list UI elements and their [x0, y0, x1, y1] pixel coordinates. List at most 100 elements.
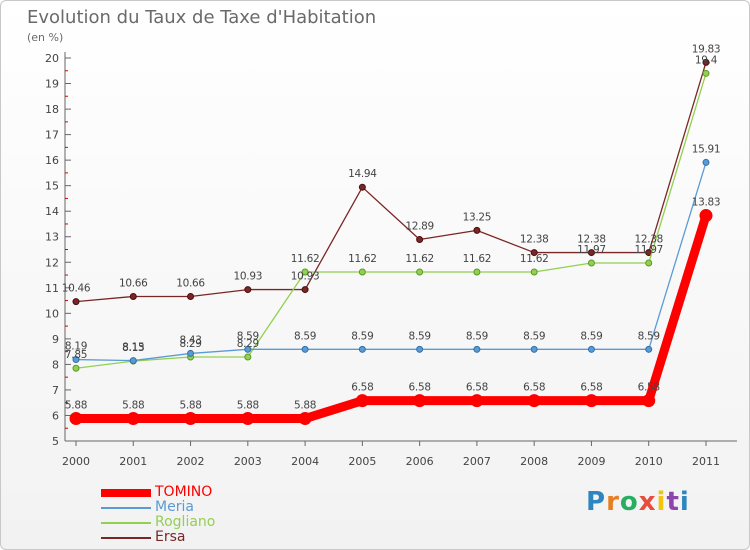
data-point — [244, 353, 252, 361]
x-tick-label: 2009 — [577, 455, 605, 468]
series-line — [75, 162, 707, 362]
y-tick-label: 19 — [45, 78, 59, 91]
data-label: 10.66 — [176, 277, 205, 289]
logo-letter: x — [638, 487, 657, 517]
data-label: 5.88 — [122, 400, 144, 412]
data-point — [530, 268, 538, 276]
data-point — [587, 249, 595, 257]
data-label: 11.62 — [463, 253, 492, 265]
legend-swatch — [101, 488, 151, 497]
data-point — [587, 259, 595, 267]
data-label: 11.97 — [577, 244, 606, 256]
y-tick-label: 17 — [45, 129, 59, 142]
data-point — [416, 268, 424, 276]
data-label: 19.4 — [695, 54, 718, 66]
data-point — [530, 249, 538, 257]
data-point — [72, 356, 80, 364]
data-label: 6.58 — [523, 382, 545, 394]
legend: TOMINO Meria Rogliano Ersa — [101, 485, 301, 545]
data-label: 8.59 — [466, 330, 488, 342]
x-tick-label: 2007 — [463, 455, 491, 468]
data-point — [645, 345, 653, 353]
data-label: 8.29 — [237, 338, 259, 350]
data-label: 10.93 — [234, 271, 263, 283]
chart-title: Evolution du Taux de Taxe d'Habitation — [27, 7, 377, 28]
data-labels: 5.88 5.88 5.88 5.88 5.88 6.58 6.58 6.58 6.58 6.58… — [62, 43, 721, 411]
data-point — [473, 345, 481, 353]
data-point — [241, 412, 255, 426]
data-point — [129, 292, 137, 300]
data-label: 8.19 — [65, 341, 87, 353]
data-label: 8.59 — [580, 330, 602, 342]
data-label: 10.46 — [62, 283, 91, 295]
data-label: 11.62 — [520, 253, 549, 265]
data-label: 8.59 — [351, 330, 373, 342]
y-tick-label: 8 — [52, 358, 59, 371]
x-tick-label: 2000 — [62, 455, 90, 468]
data-point — [244, 345, 252, 353]
y-tick-label: 15 — [45, 180, 59, 193]
data-label: 8.59 — [294, 330, 316, 342]
legend-item-meria: Meria — [101, 500, 301, 515]
x-tick-label: 2005 — [348, 455, 376, 468]
series-ersa — [72, 58, 710, 306]
logo-letter: r — [606, 487, 620, 517]
axes: 5 6 7 8 9 10 11 12 13 14 15 16 17 18 19 20 2000 2001 2002 2… — [45, 52, 737, 468]
chart-unit-label: (en %) — [27, 31, 64, 44]
data-point — [244, 286, 252, 294]
x-tick-label: 2011 — [692, 455, 720, 468]
series-meria — [72, 158, 710, 365]
data-point — [642, 394, 656, 408]
y-tick-label: 16 — [45, 154, 59, 167]
series-line — [75, 73, 707, 369]
logo-letter: i — [656, 487, 667, 517]
legend-item-rogliano: Rogliano — [101, 515, 301, 530]
data-label: 8.29 — [179, 338, 201, 350]
data-point — [301, 268, 309, 276]
x-tick-label: 2004 — [291, 455, 319, 468]
series-line — [76, 214, 711, 424]
data-label: 12.38 — [577, 234, 606, 246]
data-point — [473, 268, 481, 276]
data-label: 11.62 — [291, 253, 320, 265]
data-label: 14.94 — [348, 168, 377, 180]
logo-letter: P — [586, 487, 607, 517]
data-label: 15.91 — [692, 143, 721, 155]
data-point — [126, 412, 140, 426]
data-point — [69, 412, 83, 426]
data-point — [298, 412, 312, 426]
data-label: 12.89 — [405, 221, 434, 233]
data-point — [645, 259, 653, 267]
legend-swatch — [101, 536, 151, 539]
data-label: 10.93 — [291, 271, 320, 283]
data-point — [584, 394, 598, 408]
data-label: 6.58 — [580, 382, 602, 394]
y-tick-label: 10 — [45, 307, 59, 320]
y-tick-label: 12 — [45, 256, 59, 269]
data-point — [72, 298, 80, 306]
data-point — [702, 158, 710, 166]
data-label: 11.97 — [634, 244, 663, 256]
data-point — [301, 286, 309, 294]
y-tick-label: 5 — [52, 435, 59, 448]
data-label: 19.83 — [692, 43, 721, 55]
data-point — [587, 345, 595, 353]
data-label: 8.59 — [638, 330, 660, 342]
data-label: 5.88 — [65, 400, 87, 412]
logo-letter: o — [619, 487, 639, 517]
data-label: 5.88 — [179, 400, 201, 412]
data-point — [72, 364, 80, 372]
data-label: 11.62 — [348, 253, 377, 265]
data-point — [473, 226, 481, 234]
legend-label: Meria — [155, 499, 194, 515]
series-line — [75, 62, 707, 303]
data-label: 6.58 — [351, 382, 373, 394]
data-label: 10.66 — [119, 277, 148, 289]
data-label: 5.88 — [294, 400, 316, 412]
legend-item-tomino: TOMINO — [101, 485, 301, 500]
x-tick-label: 2006 — [406, 455, 434, 468]
proxiti-logo: Proxiti — [586, 487, 690, 517]
data-label: 8.15 — [122, 342, 144, 354]
data-point — [702, 58, 710, 66]
